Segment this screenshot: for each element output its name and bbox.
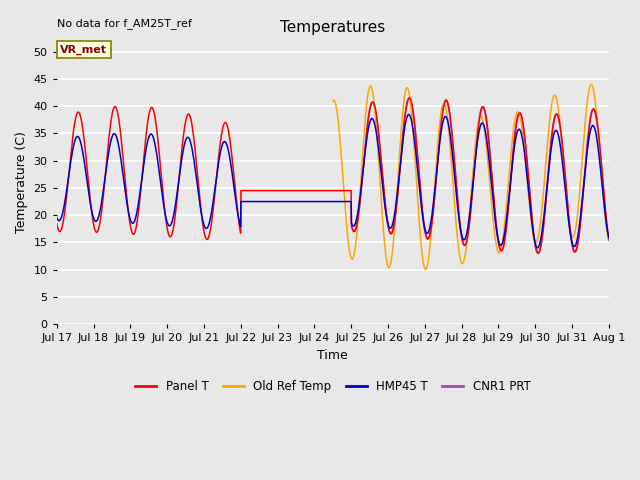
X-axis label: Time: Time xyxy=(317,349,348,362)
Text: No data for f_AM25T_ref: No data for f_AM25T_ref xyxy=(57,18,191,29)
Legend: Panel T, Old Ref Temp, HMP45 T, CNR1 PRT: Panel T, Old Ref Temp, HMP45 T, CNR1 PRT xyxy=(130,375,536,398)
Y-axis label: Temperature (C): Temperature (C) xyxy=(15,132,28,233)
Title: Temperatures: Temperatures xyxy=(280,20,385,36)
Text: VR_met: VR_met xyxy=(60,45,108,55)
